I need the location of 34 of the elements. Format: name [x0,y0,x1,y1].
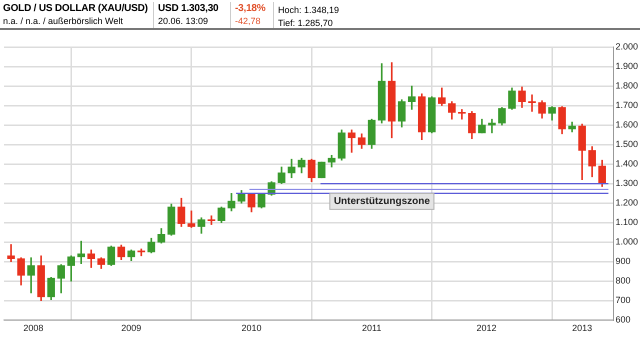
text: -3,18% [235,2,266,16]
y-tick-label: 1.600 [615,120,638,130]
text: -42,78 [235,16,262,27]
y-tick-label: 900 [615,256,631,266]
candlestick [208,215,216,225]
text: Hoch: 1.348,19 [278,5,340,16]
annotation: Unterstützungszone [334,196,430,208]
x-tick-label: 2013 [572,323,592,334]
y-tick-label: 600 [615,314,631,325]
x-tick-label: 2010 [241,323,262,334]
candlestick [528,94,536,112]
chart-title: GOLD / US DOLLAR (XAU/USD) [3,2,149,16]
text: USD 1.303,30 [158,2,220,16]
x-tick-label: 2009 [121,323,142,334]
y-tick-label: 1.100 [615,217,638,228]
chart-subtitle: n.a. / n.a. / außerbörslich Welt [3,16,124,27]
y-tick-label: 1.000 [615,236,638,247]
x-tick-label: 2011 [362,323,382,334]
candlestick [488,118,496,134]
y-tick-label: 700 [615,295,631,306]
text: Tief: 1.285,70 [278,18,334,29]
y-tick-label: 1.300 [615,178,638,188]
y-tick-label: 1.900 [615,61,638,71]
x-tick-label: 2008 [23,323,44,334]
y-tick-label: 1.200 [615,198,638,208]
y-tick-label: 1.700 [615,100,638,110]
candlestick [7,244,15,262]
y-tick-label: 2.000 [615,41,638,52]
y-tick-label: 1.500 [615,139,638,150]
text: 20.06. 13:09 [158,16,210,27]
x-tick-label: 2012 [476,323,497,334]
y-tick-label: 800 [615,276,631,286]
y-tick-label: 1.800 [615,80,638,91]
y-tick-label: 1.400 [615,158,638,169]
